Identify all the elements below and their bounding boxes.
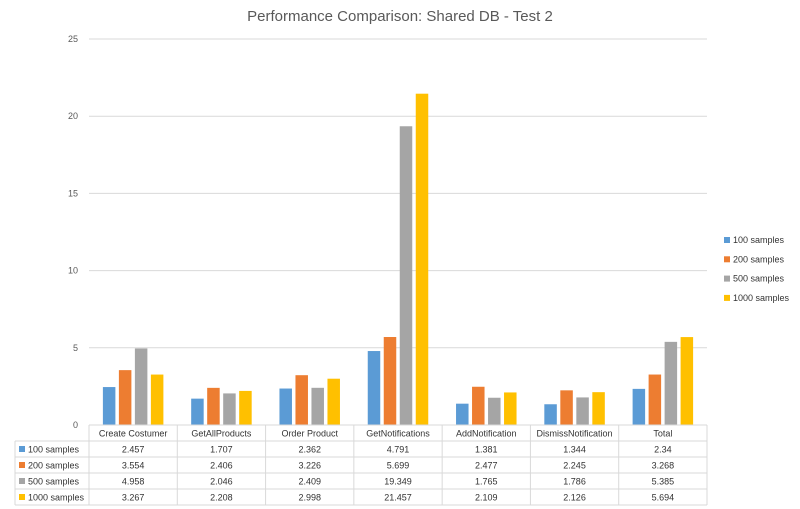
data-label: 2.208 [210,493,233,503]
bar [223,393,236,425]
data-label: 2.34 [654,445,672,455]
table-series-key [19,446,25,452]
x-tick-label: Order Product [281,429,338,439]
bar [648,374,662,425]
bar [632,388,646,425]
bar [191,398,204,425]
data-label: 2.046 [210,477,233,487]
bar [295,375,308,425]
data-label: 1.765 [475,477,498,487]
data-table: Create Costumer GetAllProducts Order Produ… [14,424,708,506]
data-label: 2.477 [475,461,498,471]
bar [279,388,292,425]
data-label: 2.109 [475,493,498,503]
gridlines [89,38,707,349]
x-tick-label: Total [653,429,672,439]
legend-label: 1000 samples [733,293,790,303]
bar [664,341,678,425]
y-tick-label: 15 [68,188,78,198]
data-label: 5.694 [652,493,675,503]
bar [576,397,589,425]
data-label: 2.126 [563,493,586,503]
x-tick-label: GetAllProducts [191,429,252,439]
data-label: 1.344 [563,445,586,455]
bar [207,387,220,425]
table-series-name: 200 samples [28,461,80,471]
legend-swatch [724,256,730,263]
data-label: 1.381 [475,445,498,455]
y-axis-ticks: 0 5 10 15 20 25 [68,34,78,430]
x-tick-label: Create Costumer [99,429,168,439]
bars [102,93,694,425]
bar [102,387,116,425]
bar [118,370,132,425]
data-label: 5.699 [387,461,410,471]
table-series-name: 100 samples [28,445,80,455]
data-label: 2.998 [298,493,321,503]
legend-label: 100 samples [733,235,785,245]
bar [134,348,148,425]
bar [367,351,381,425]
legend-swatch [724,275,730,282]
y-tick-label: 25 [68,34,78,44]
y-tick-label: 10 [68,266,78,276]
data-label: 2.362 [298,445,321,455]
legend: 100 samples 200 samples 500 samples 1000 sa… [724,235,790,303]
data-label: 4.958 [122,477,145,487]
x-tick-label: GetNotifications [366,429,430,439]
bar [488,397,501,425]
y-tick-label: 5 [73,343,78,353]
data-label: 21.457 [384,493,412,503]
data-label: 1.707 [210,445,233,455]
data-label: 2.409 [298,477,321,487]
bar [504,392,517,425]
y-tick-label: 0 [73,420,78,430]
x-tick-label: DismissNotification [537,429,613,439]
table-series-name: 500 samples [28,477,80,487]
data-label: 5.385 [652,477,675,487]
data-label: 3.554 [122,461,145,471]
bar [239,390,252,425]
bar [150,374,164,425]
table-series-key [19,478,25,484]
data-label: 2.245 [563,461,586,471]
y-tick-label: 20 [68,111,78,121]
data-label: 4.791 [387,445,410,455]
bar [560,390,573,425]
data-label: 2.406 [210,461,233,471]
chart-title: Performance Comparison: Shared DB - Test… [247,8,553,25]
table-series-name: 1000 samples [28,493,85,503]
data-label: 2.457 [122,445,145,455]
legend-label: 500 samples [733,274,785,284]
data-label: 3.268 [652,461,675,471]
legend-swatch [724,237,730,243]
x-tick-label: AddNotification [456,429,517,439]
bar [544,404,557,425]
data-label: 3.267 [122,493,145,503]
bar [383,337,397,425]
bar [592,392,605,425]
data-label: 19.349 [384,477,412,487]
bar [456,403,469,425]
bar [327,378,340,425]
bar [311,387,324,425]
bar [399,126,413,425]
legend-label: 200 samples [733,254,785,264]
table-series-key [19,494,25,500]
data-label: 1.786 [563,477,586,487]
data-label: 3.226 [298,461,321,471]
table-series-key [19,462,25,468]
legend-swatch [724,294,730,301]
bar [472,386,485,425]
bar [680,337,694,425]
bar [415,93,429,425]
